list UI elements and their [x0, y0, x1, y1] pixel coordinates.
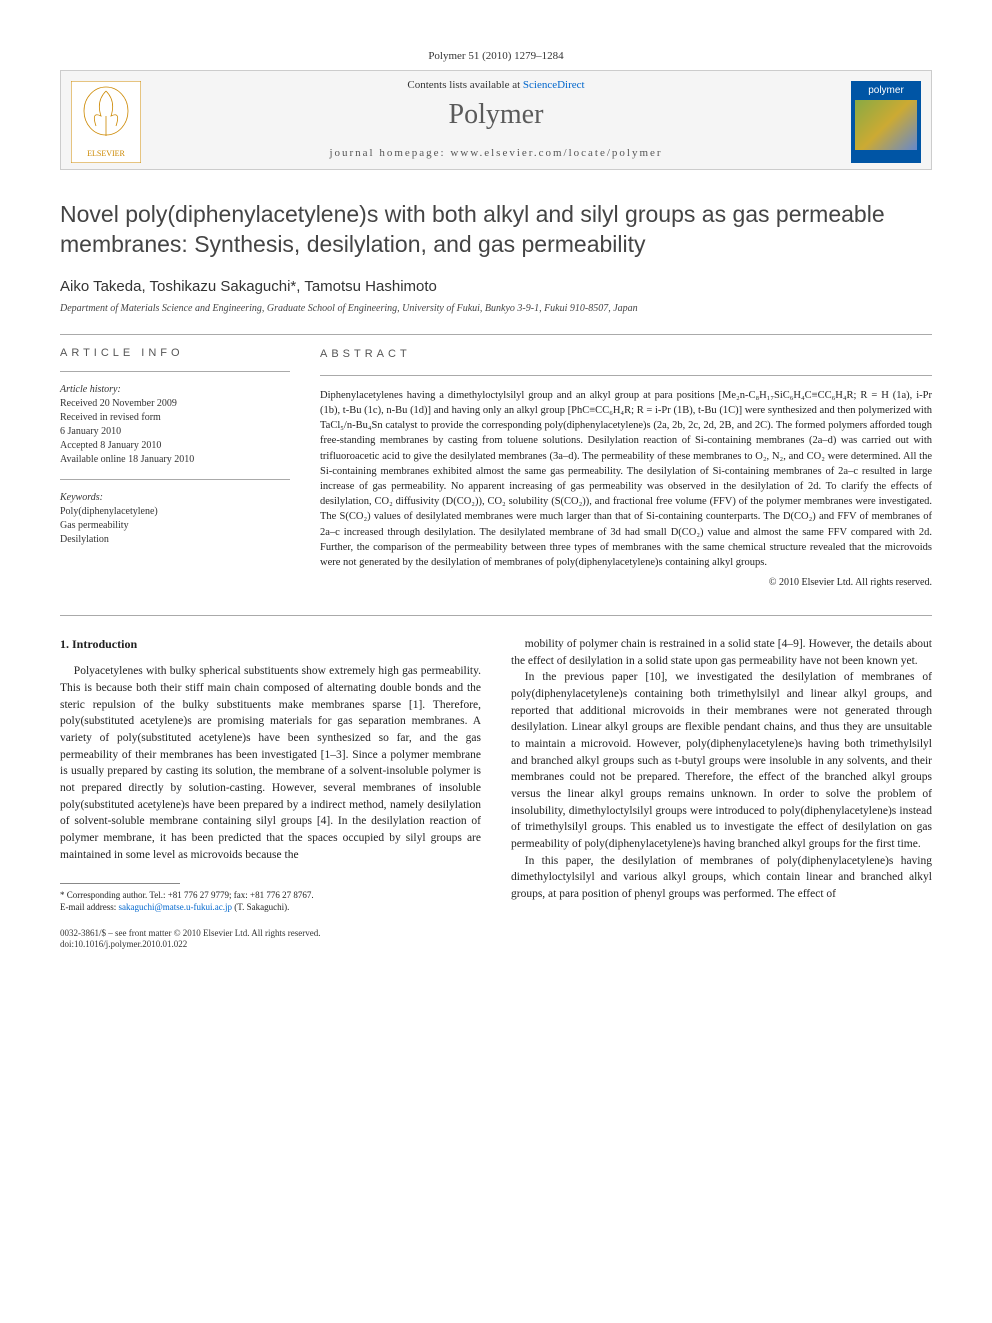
svg-text:ELSEVIER: ELSEVIER — [87, 149, 125, 158]
info-abstract-row: ARTICLE INFO Article history: Received 2… — [60, 347, 932, 591]
abstract-copyright: © 2010 Elsevier Ltd. All rights reserved… — [320, 576, 932, 591]
divider — [60, 615, 932, 616]
header-citation: Polymer 51 (2010) 1279–1284 — [60, 50, 932, 62]
left-column: 1. Introduction Polyacetylenes with bulk… — [60, 636, 481, 914]
body-paragraph: In this paper, the desilylation of membr… — [511, 853, 932, 903]
history-line: Available online 18 January 2010 — [60, 453, 290, 467]
divider — [60, 334, 932, 335]
banner-contents-line: Contents lists available at ScienceDirec… — [61, 71, 931, 95]
journal-cover-thumb: polymer — [851, 81, 921, 163]
elsevier-logo: ELSEVIER — [71, 81, 141, 163]
cover-label: polymer — [868, 85, 904, 96]
keywords-subhead: Keywords: — [60, 492, 290, 503]
homepage-link[interactable]: www.elsevier.com/locate/polymer — [450, 147, 662, 159]
email-link[interactable]: sakaguchi@matse.u-fukui.ac.jp — [118, 902, 232, 912]
article-info-heading: ARTICLE INFO — [60, 347, 290, 359]
authors-line: Aiko Takeda, Toshikazu Sakaguchi*, Tamot… — [60, 278, 932, 295]
history-line: Received in revised form — [60, 411, 290, 425]
journal-name: Polymer — [61, 95, 931, 141]
banner-homepage-line: journal homepage: www.elsevier.com/locat… — [61, 141, 931, 169]
section-heading: 1. Introduction — [60, 636, 481, 653]
keyword: Gas permeability — [60, 519, 290, 533]
contents-prefix: Contents lists available at — [407, 79, 522, 91]
article-info-column: ARTICLE INFO Article history: Received 2… — [60, 347, 290, 591]
keyword: Poly(diphenylacetylene) — [60, 505, 290, 519]
divider — [60, 371, 290, 372]
page-footer: 0032-3861/$ – see front matter © 2010 El… — [60, 928, 932, 951]
article-title: Novel poly(diphenylacetylene)s with both… — [60, 200, 932, 260]
sciencedirect-link[interactable]: ScienceDirect — [523, 79, 585, 91]
elsevier-tree-icon: ELSEVIER — [71, 81, 141, 163]
history-subhead: Article history: — [60, 384, 290, 395]
divider — [320, 375, 932, 376]
footnote-separator — [60, 883, 180, 884]
email-label: E-mail address: — [60, 902, 118, 912]
history-line: Received 20 November 2009 — [60, 397, 290, 411]
two-column-content: 1. Introduction Polyacetylenes with bulk… — [60, 636, 932, 914]
footnote-tel: * Corresponding author. Tel.: +81 776 27… — [60, 890, 481, 902]
article-page: Polymer 51 (2010) 1279–1284 ELSEVIER pol… — [0, 0, 992, 1001]
corresponding-author-footnote: * Corresponding author. Tel.: +81 776 27… — [60, 890, 481, 913]
body-paragraph: Polyacetylenes with bulky spherical subs… — [60, 663, 481, 863]
abstract-body: Diphenylacetylenes having a dimethylocty… — [320, 388, 932, 571]
footer-doi: doi:10.1016/j.polymer.2010.01.022 — [60, 939, 932, 951]
homepage-label: journal homepage: — [329, 147, 450, 159]
keyword: Desilylation — [60, 533, 290, 547]
footer-line: 0032-3861/$ – see front matter © 2010 El… — [60, 928, 932, 940]
right-column: mobility of polymer chain is restrained … — [511, 636, 932, 914]
body-paragraph: In the previous paper [10], we investiga… — [511, 669, 932, 852]
footnote-email-line: E-mail address: sakaguchi@matse.u-fukui.… — [60, 902, 481, 914]
affiliation: Department of Materials Science and Engi… — [60, 303, 932, 314]
cover-image — [855, 100, 917, 150]
email-name: (T. Sakaguchi). — [232, 902, 289, 912]
journal-banner: ELSEVIER polymer Contents lists availabl… — [60, 70, 932, 170]
abstract-heading: ABSTRACT — [320, 347, 932, 363]
body-paragraph: mobility of polymer chain is restrained … — [511, 636, 932, 669]
history-line: 6 January 2010 — [60, 425, 290, 439]
abstract-column: ABSTRACT Diphenylacetylenes having a dim… — [320, 347, 932, 591]
history-line: Accepted 8 January 2010 — [60, 439, 290, 453]
divider — [60, 479, 290, 480]
